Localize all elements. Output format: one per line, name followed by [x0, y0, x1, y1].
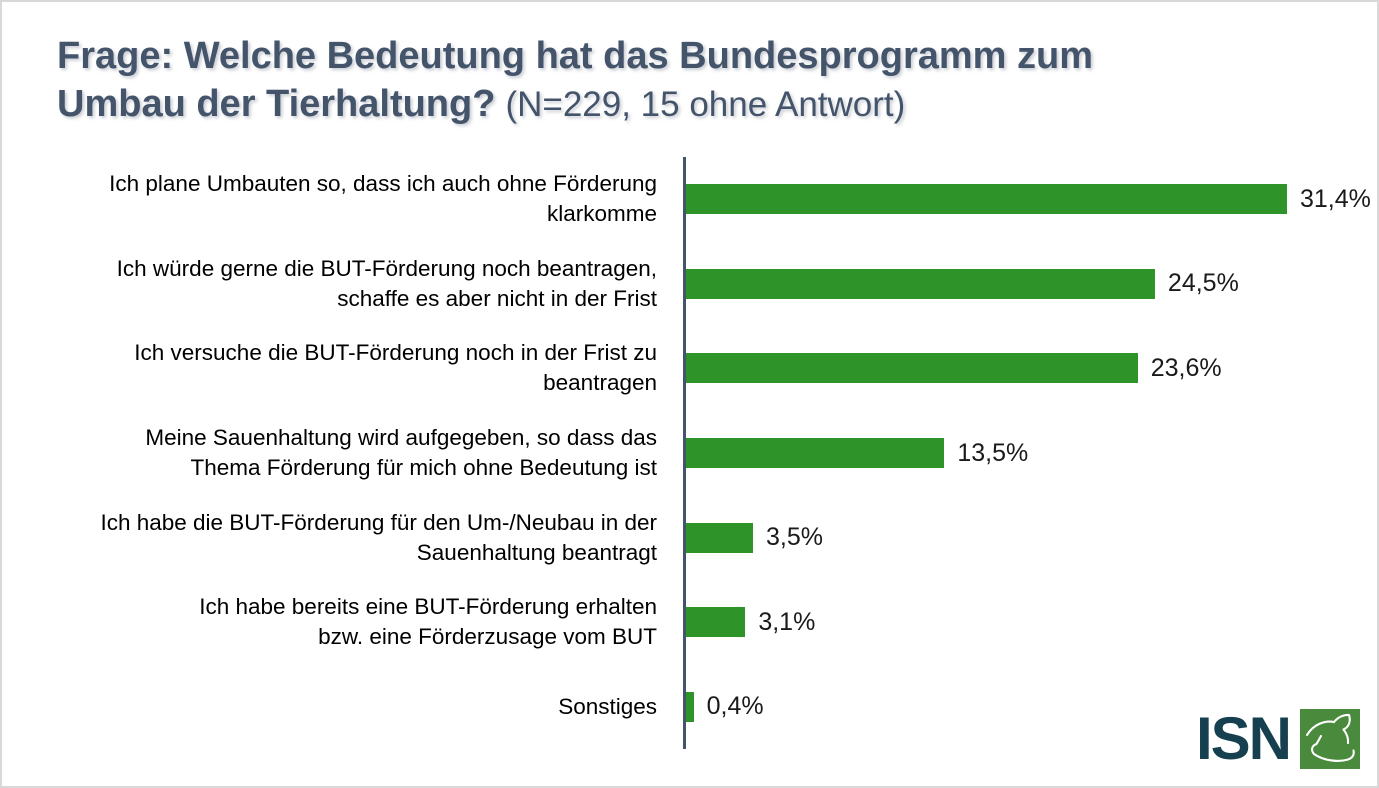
- value-label: 13,5%: [957, 438, 1029, 467]
- category-label-line: Thema Förderung für mich ohne Bedeutung …: [190, 455, 657, 481]
- bar: [686, 268, 1155, 299]
- bar-cell: 24,5%: [686, 242, 1377, 327]
- title-text-bold-2: Umbau der Tierhaltung?: [57, 83, 496, 125]
- bar: [686, 353, 1138, 384]
- bar: [686, 522, 753, 553]
- chart-row: Ich versuche die BUT-Förderung noch in d…: [2, 326, 1377, 411]
- chart-row: Ich würde gerne die BUT-Förderung noch b…: [2, 242, 1377, 327]
- value-label: 31,4%: [1299, 184, 1371, 213]
- chart-row: Meine Sauenhaltung wird aufgegeben, so d…: [2, 411, 1377, 496]
- category-label-line: Sauenhaltung beantragt: [416, 539, 657, 565]
- isn-logo: ISN: [1196, 709, 1360, 769]
- category-label: Ich würde gerne die BUT-Förderung noch b…: [2, 254, 657, 314]
- title-line-2: Umbau der Tierhaltung? (N=229, 15 ohne An…: [57, 80, 1327, 129]
- category-label-line: Ich plane Umbauten so, dass ich auch ohn…: [109, 171, 657, 197]
- chart-row: Ich habe bereits eine BUT-Förderung erha…: [2, 580, 1377, 665]
- category-label-line: beantragen: [543, 370, 657, 396]
- category-label-line: Sonstiges: [558, 693, 657, 719]
- isn-logo-square: [1300, 709, 1360, 769]
- category-label-line: schaffe es aber nicht in der Frist: [337, 285, 657, 311]
- category-label-line: Ich habe die BUT-Förderung für den Um-/N…: [100, 509, 657, 535]
- bar: [686, 607, 746, 638]
- category-label-line: Ich würde gerne die BUT-Förderung noch b…: [116, 255, 657, 281]
- category-label: Ich habe bereits eine BUT-Förderung erha…: [2, 592, 657, 652]
- bar-cell: 31,4%: [686, 157, 1377, 242]
- category-label-line: klarkomme: [546, 201, 657, 227]
- bar-cell: 0,4%: [686, 664, 1377, 749]
- title-sample-note: (N=229, 15 ohne Antwort): [505, 85, 906, 124]
- title-line-1: Frage: Welche Bedeutung hat das Bundespr…: [57, 32, 1327, 80]
- bar-cell: 3,5%: [686, 495, 1377, 580]
- category-label: Ich plane Umbauten so, dass ich auch ohn…: [2, 169, 657, 229]
- chart-rows: Ich plane Umbauten so, dass ich auch ohn…: [2, 157, 1377, 749]
- category-label: Ich habe die BUT-Förderung für den Um-/N…: [2, 508, 657, 568]
- category-label: Ich versuche die BUT-Förderung noch in d…: [2, 338, 657, 398]
- chart-row: Sonstiges 0,4%: [2, 664, 1377, 749]
- category-label-line: Meine Sauenhaltung wird aufgegeben, so d…: [145, 425, 657, 451]
- category-label-line: Ich versuche die BUT-Förderung noch in d…: [134, 340, 657, 366]
- value-label: 23,6%: [1150, 353, 1222, 382]
- bar: [686, 691, 694, 722]
- title-text-bold-1: Frage: Welche Bedeutung hat das Bundespr…: [57, 35, 1094, 77]
- chart-row: Ich habe die BUT-Förderung für den Um-/N…: [2, 495, 1377, 580]
- category-label: Sonstiges: [2, 692, 657, 722]
- category-label-line: Ich habe bereits eine BUT-Förderung erha…: [199, 594, 657, 620]
- page-title: Frage: Welche Bedeutung hat das Bundespr…: [57, 32, 1327, 129]
- value-label: 3,1%: [758, 607, 816, 636]
- y-axis-line: [683, 157, 686, 749]
- category-label-line: bzw. eine Förderzusage vom BUT: [318, 624, 657, 650]
- bar: [686, 438, 945, 469]
- category-label: Meine Sauenhaltung wird aufgegeben, so d…: [2, 423, 657, 483]
- value-label: 3,5%: [765, 523, 823, 552]
- value-label: 24,5%: [1167, 269, 1239, 298]
- bar-cell: 3,1%: [686, 580, 1377, 665]
- bar-chart: Ich plane Umbauten so, dass ich auch ohn…: [2, 157, 1377, 749]
- value-label: 0,4%: [706, 692, 764, 721]
- chart-row: Ich plane Umbauten so, dass ich auch ohn…: [2, 157, 1377, 242]
- bar: [686, 184, 1287, 215]
- pig-head-icon: [1305, 713, 1355, 762]
- bar-cell: 23,6%: [686, 326, 1377, 411]
- bar-cell: 13,5%: [686, 411, 1377, 496]
- isn-logo-text: ISN: [1195, 705, 1292, 772]
